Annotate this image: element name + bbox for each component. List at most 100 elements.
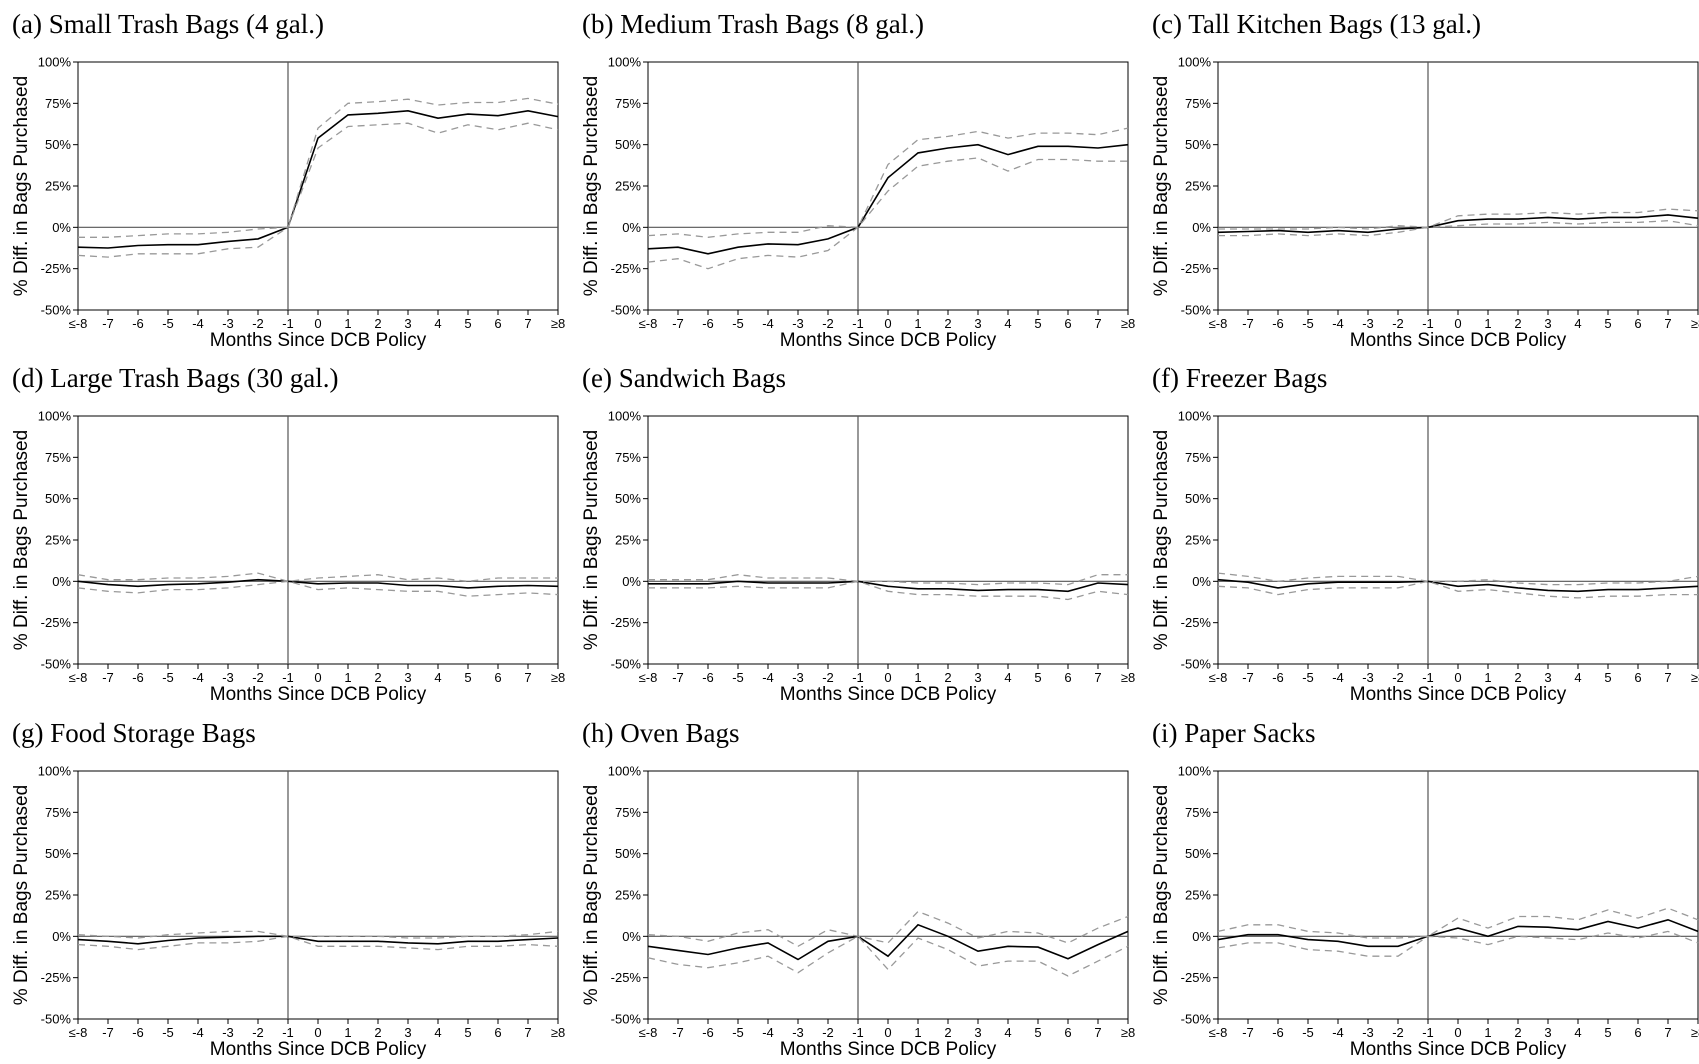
plot-frame: [1217, 61, 1699, 311]
x-tick-label: 7: [1094, 670, 1101, 685]
x-tick-label: 0: [884, 316, 891, 331]
x-tick-label: -2: [252, 670, 264, 685]
x-tick-label: -4: [192, 316, 204, 331]
x-tick-label: -6: [132, 316, 144, 331]
y-axis-label: % Diff. in Bags Purchased: [581, 430, 602, 650]
x-axis-label: Months Since DCB Policy: [210, 1039, 427, 1060]
y-tick-label: 50%: [45, 137, 71, 152]
y-tick-label: 100%: [38, 409, 72, 424]
x-tick-label: 2: [374, 1025, 381, 1040]
ci-upper-line: [77, 572, 558, 582]
x-tick-label: -6: [1272, 1025, 1284, 1040]
ci-lower-line: [1217, 930, 1699, 957]
y-tick-label: 100%: [1178, 55, 1212, 70]
estimate-line: [647, 143, 1129, 255]
y-tick-label: 50%: [45, 491, 71, 506]
y-tick-label: -25%: [1181, 261, 1212, 276]
ci-upper-line: [1217, 572, 1699, 586]
x-tick-label: -3: [1362, 1025, 1374, 1040]
x-tick-label: -3: [222, 670, 234, 685]
x-tick-label: -5: [732, 1025, 744, 1040]
plot-frame: [77, 770, 559, 1020]
x-tick-label: -6: [1272, 316, 1284, 331]
x-tick-label: 6: [1634, 1025, 1641, 1040]
x-tick-label: -3: [792, 316, 804, 331]
x-tick-label: 1: [1484, 316, 1491, 331]
x-axis-label: Months Since DCB Policy: [210, 330, 427, 351]
y-axis-label: % Diff. in Bags Purchased: [11, 430, 32, 650]
y-tick-label: 0%: [622, 929, 641, 944]
x-tick-label: 0: [314, 1025, 321, 1040]
estimate-line: [1217, 214, 1699, 234]
y-tick-label: 25%: [45, 888, 71, 903]
x-tick-label: -4: [762, 1025, 774, 1040]
x-tick-label: ≥8: [1691, 1025, 1699, 1040]
x-tick-label: -2: [1392, 316, 1404, 331]
y-tick-label: 50%: [1185, 846, 1211, 861]
y-tick-label: 50%: [45, 846, 71, 861]
x-tick-label: 6: [494, 1025, 501, 1040]
x-tick-label: 4: [1574, 670, 1581, 685]
estimate-line: [77, 935, 559, 945]
plot-frame: [1217, 770, 1699, 1020]
x-tick-label: -1: [852, 316, 864, 331]
panel-9: (i) Paper Sacks 100% 75% 50% 25% 0% -25% -50%≤-…: [1151, 718, 1699, 1060]
ci-lower-line: [77, 935, 559, 951]
panel-title: (f) Freezer Bags: [1152, 363, 1327, 393]
x-tick-label: -2: [1392, 1025, 1404, 1040]
plot-frame: [77, 415, 559, 665]
panel-title: (e) Sandwich Bags: [582, 363, 786, 393]
x-tick-label: -2: [822, 1025, 834, 1040]
x-tick-label: 6: [1064, 316, 1071, 331]
x-tick-label: -1: [282, 670, 294, 685]
y-tick-label: 75%: [45, 96, 71, 111]
x-tick-label: -6: [702, 316, 714, 331]
y-tick-label: 100%: [1178, 764, 1212, 779]
x-tick-label: -3: [222, 1025, 234, 1040]
x-tick-label: 2: [374, 670, 381, 685]
y-tick-label: -50%: [611, 657, 642, 672]
x-tick-label: -1: [852, 1025, 864, 1040]
x-tick-label: ≤-8: [1209, 316, 1228, 331]
x-tick-label: ≥8: [551, 670, 565, 685]
ci-lower-line: [647, 157, 1128, 270]
y-tick-label: -50%: [1181, 1012, 1212, 1027]
x-tick-label: 3: [1544, 316, 1551, 331]
x-tick-label: 7: [1664, 316, 1671, 331]
x-tick-label: 5: [1034, 1025, 1041, 1040]
x-tick-label: ≤-8: [1209, 1025, 1228, 1040]
panel-7: (g) Food Storage Bags100%75%50%25%0%-25%…: [11, 718, 565, 1060]
x-tick-label: 0: [1454, 670, 1461, 685]
x-tick-label: 2: [1514, 1025, 1521, 1040]
ci-lower-line: [648, 580, 1129, 601]
x-tick-label: 2: [1514, 316, 1521, 331]
plot-frame: [647, 415, 1129, 665]
y-tick-label: 25%: [615, 179, 641, 194]
x-tick-label: 3: [974, 316, 981, 331]
panel-3: (c) Tall Kitchen Bags (13 gal.)100%75%50…: [1151, 9, 1699, 351]
x-tick-label: 6: [494, 670, 501, 685]
x-tick-label: -2: [822, 670, 834, 685]
x-tick-label: -7: [1242, 670, 1254, 685]
x-tick-label: ≤-8: [639, 670, 658, 685]
y-tick-label: -50%: [611, 1012, 642, 1027]
x-axis-label: Months Since DCB Policy: [780, 684, 997, 705]
x-tick-label: -5: [162, 316, 174, 331]
panel-title: (b) Medium Trash Bags (8 gal.): [582, 9, 924, 39]
x-tick-label: -4: [192, 670, 204, 685]
x-tick-label: 3: [974, 670, 981, 685]
y-axis-label: % Diff. in Bags Purchased: [1151, 76, 1172, 296]
y-axis-label: % Diff. in Bags Purchased: [1151, 785, 1172, 1005]
x-tick-label: -5: [1302, 1025, 1314, 1040]
y-tick-label: 75%: [615, 96, 641, 111]
plot-frame: [77, 61, 559, 311]
y-tick-label: 0%: [1192, 220, 1211, 235]
y-axis-label: % Diff. in Bags Purchased: [581, 76, 602, 296]
ci-upper-line: [647, 127, 1129, 238]
ci-upper-line: [648, 574, 1128, 586]
panel-title: (d) Large Trash Bags (30 gal.): [12, 363, 338, 393]
x-tick-label: 7: [1094, 316, 1101, 331]
x-tick-label: -7: [1242, 1025, 1254, 1040]
y-tick-label: -25%: [41, 615, 72, 630]
